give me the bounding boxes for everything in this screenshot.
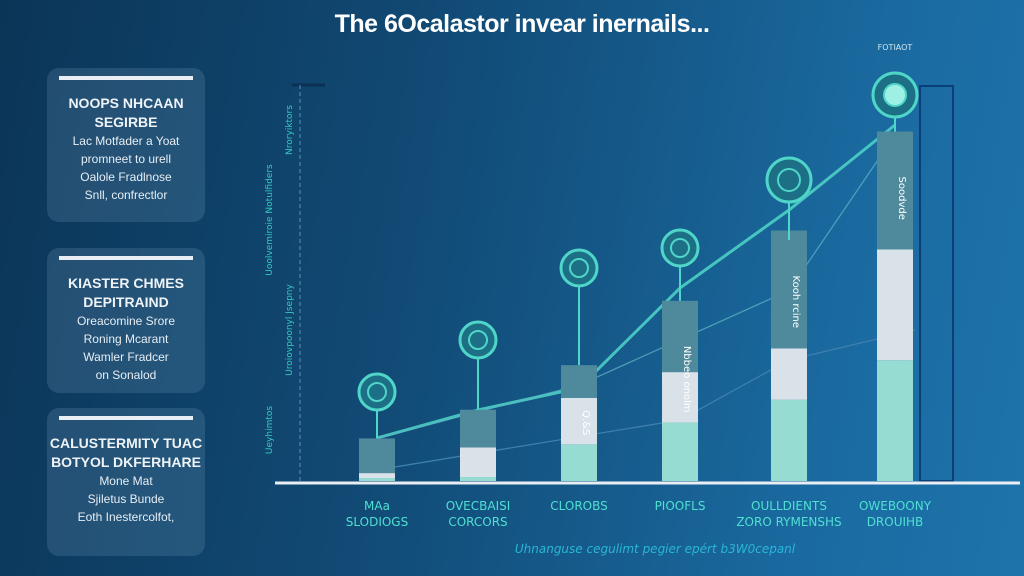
bar-segment xyxy=(771,399,807,481)
bar-segment xyxy=(359,478,395,481)
card-line: Oreacomine Srore xyxy=(76,314,176,328)
icon-ring xyxy=(765,156,813,204)
bar-label: Kooh rcine xyxy=(790,276,801,328)
bar-segment xyxy=(561,397,597,445)
bar-segment xyxy=(460,477,496,481)
card-line: Mone Mat xyxy=(99,474,153,488)
x-tick-label: DROUIHB xyxy=(867,515,924,529)
trend-line-secondary xyxy=(376,134,896,440)
bar-label: Soodvde xyxy=(896,177,907,220)
card-heading: CALUSTERMITY TUAC BOTYOL DKFERHARE xyxy=(49,435,203,470)
info-card-2: KIASTER CHMES DEPITRAIND Oreacomine Sror… xyxy=(47,248,205,393)
x-tick-label: SLODIOGS xyxy=(346,515,408,529)
icon-core xyxy=(883,83,907,107)
card-line: on Sonalod xyxy=(95,368,157,382)
badge-label: FOTIAOT xyxy=(878,43,913,52)
x-tick-label: OVECBAISI xyxy=(446,499,511,513)
card-line: Snll, confrectlor xyxy=(84,188,168,202)
icon-core xyxy=(367,382,387,402)
card-line: Sjiletus Bunde xyxy=(87,492,165,506)
icon-core xyxy=(670,238,690,258)
bar-segment xyxy=(877,249,913,361)
icon-ring xyxy=(660,228,700,268)
bar-segment xyxy=(662,300,698,373)
card-line: Roning Mcarant xyxy=(83,332,169,346)
icon-core xyxy=(777,168,801,192)
info-card-1: NOOPS NHCAAN SEGIRBE Lac Motfader a Yoat… xyxy=(47,68,205,222)
icon-ring xyxy=(458,320,498,360)
x-tick-label: CORCORS xyxy=(448,515,507,529)
card-line: Oalole Fradlnose xyxy=(80,170,172,184)
x-tick-label: MAa xyxy=(364,499,390,513)
bar-segment xyxy=(561,444,597,481)
page-title: The 6Ocalastor invear inernails... xyxy=(334,10,710,38)
bar-segment xyxy=(359,473,395,479)
x-tick-label: OWEBOONY xyxy=(859,499,932,513)
bar-segment xyxy=(877,360,913,481)
trend-line-tertiary xyxy=(376,329,916,471)
bar-segment xyxy=(359,438,395,474)
frame-outline xyxy=(919,85,954,482)
divider xyxy=(59,416,193,420)
bar-label: Nbbeo onolm xyxy=(681,346,692,413)
icon-ring xyxy=(357,372,397,412)
gear-icon xyxy=(458,320,498,360)
bar-segment xyxy=(662,422,698,481)
card-heading: NOOPS NHCAAN SEGIRBE xyxy=(68,95,184,130)
x-tick-label: OULLDIENTS xyxy=(751,499,827,513)
trend-line xyxy=(376,123,896,440)
y-axis-label: Nroryiktors xyxy=(285,105,295,155)
card-heading: KIASTER CHMES DEPITRAIND xyxy=(68,275,184,310)
shield-grid-icon xyxy=(765,156,813,204)
card-line: Wamler Fradcer xyxy=(83,350,169,364)
y-axis-label: Uroiovpoonyl Jsepny xyxy=(285,283,295,375)
y-axis-label: Uoolvemiroie Notulfiders xyxy=(265,164,275,276)
globe-icon xyxy=(357,372,397,412)
icon-ring xyxy=(559,248,599,288)
x-tick-label: ZORO RYMENSHS xyxy=(736,515,841,529)
bar-segment xyxy=(771,230,807,349)
card-line: Eoth Inestercolfot, xyxy=(77,510,175,524)
sunburst-icon xyxy=(559,248,599,288)
bar-segment xyxy=(460,447,496,478)
divider xyxy=(59,256,193,260)
bar-segment xyxy=(460,409,496,448)
bar-segment xyxy=(662,372,698,423)
gem-badge-icon xyxy=(871,71,919,119)
bar-label: Q.&S xyxy=(580,410,591,435)
icon-core xyxy=(569,258,589,278)
x-tick-label: PIOOFLS xyxy=(655,499,706,513)
bar-segment xyxy=(771,348,807,400)
y-axis-label: Ueyhimtos xyxy=(265,406,275,454)
divider xyxy=(59,76,193,80)
icon-core xyxy=(468,330,488,350)
dollar-coin-icon xyxy=(660,228,700,268)
chart-caption: Uhnanguse cegulimt pegier epért b3W0cepa… xyxy=(514,542,796,556)
x-tick-label: CLOROBS xyxy=(550,499,608,513)
card-line: promneet to urell xyxy=(80,152,172,166)
info-card-3: CALUSTERMITY TUAC BOTYOL DKFERHARE Mone … xyxy=(47,408,205,556)
bar-segment xyxy=(561,365,597,398)
bar-segment xyxy=(877,131,913,250)
card-line: Lac Motfader a Yoat xyxy=(72,134,180,148)
